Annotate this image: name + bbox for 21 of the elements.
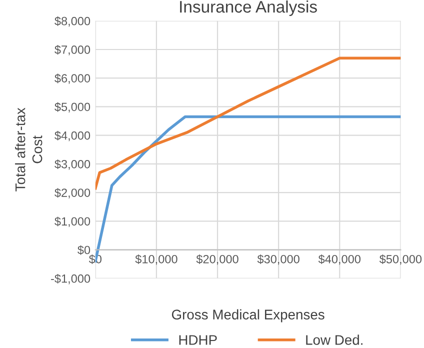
y-tick-label: $3,000: [54, 159, 90, 170]
y-tick-label: $6,000: [54, 74, 90, 84]
y-tick-label: $8,000: [54, 16, 90, 27]
y-tick-label: $0: [78, 245, 90, 255]
legend-label: Low Ded.: [306, 334, 362, 345]
y-tick-label: $2,000: [54, 188, 90, 198]
x-tick-label: $30,000: [257, 254, 300, 265]
x-tick-label: $20,000: [196, 254, 238, 265]
x-tick-label: $10,000: [135, 254, 178, 265]
y-tick-label: $5,000: [54, 102, 90, 113]
x-tick-label: $40,000: [318, 254, 360, 265]
y-tick-label: $4,000: [54, 130, 90, 142]
legend-label: HDHP: [179, 335, 217, 345]
line-series: [95, 56, 401, 190]
chart-title: Insurance Analysis: [180, 0, 317, 16]
y-tick-label: $7,000: [54, 45, 90, 56]
x-axis-title: Gross Medical Expenses: [172, 309, 324, 322]
x-tick-label: $50,000: [379, 254, 422, 265]
y-tick-label: $1,000: [54, 216, 90, 227]
y-tick-label: -$1,000: [51, 274, 90, 284]
y-axis-title: Total after-tax Cost: [15, 108, 42, 192]
